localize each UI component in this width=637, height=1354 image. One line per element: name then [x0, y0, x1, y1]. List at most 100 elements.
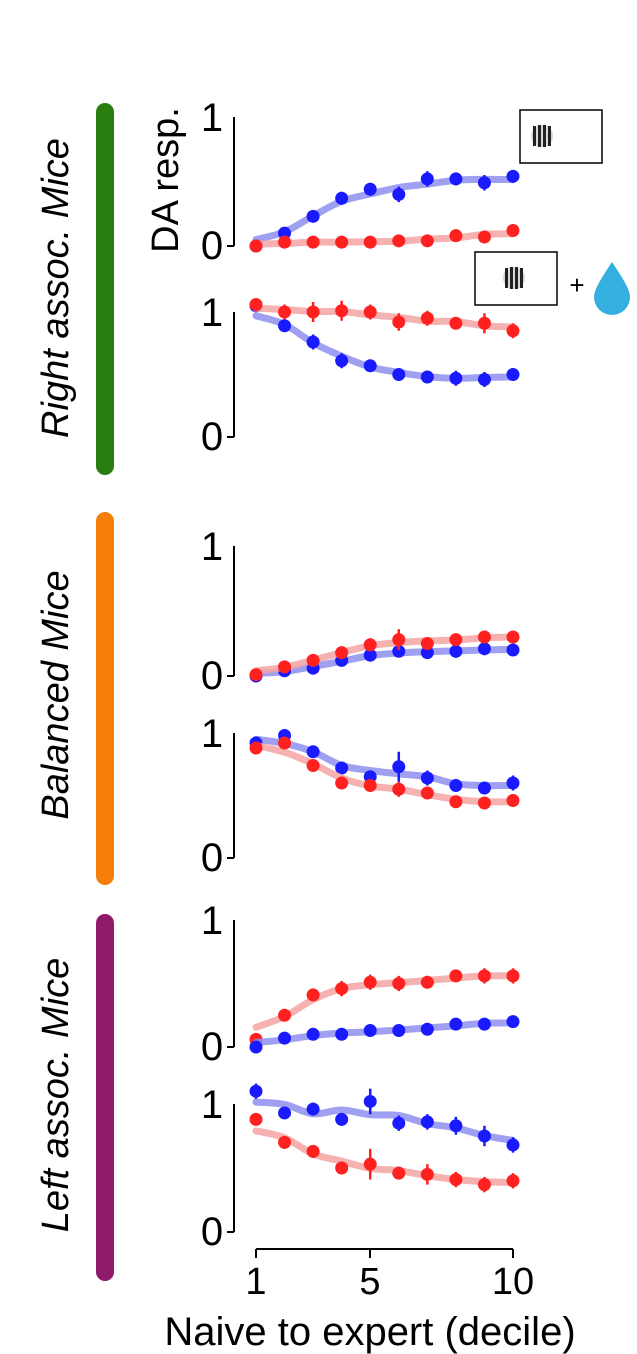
- data-point-red: [392, 315, 406, 329]
- data-point-red: [477, 796, 491, 810]
- fit-line-red: [252, 304, 517, 331]
- data-point-red: [278, 660, 292, 674]
- y-axis-label: DA resp.: [145, 107, 187, 253]
- data-point-blue: [363, 1094, 377, 1108]
- data-point-red: [506, 794, 520, 807]
- legend-grating-water: +: [474, 251, 630, 315]
- data-point-red: [392, 234, 406, 248]
- data-point-red: [335, 304, 349, 318]
- y-tick-label-0: 0: [201, 654, 223, 698]
- data-point-red: [278, 235, 292, 249]
- data-point-red: [392, 633, 406, 647]
- y-tick-label-1: 1: [201, 96, 223, 140]
- data-point-red: [363, 975, 377, 989]
- y-tick-label-0: 0: [201, 224, 223, 268]
- fit-line-red: [252, 230, 517, 248]
- x-tick-label-5: 5: [359, 1261, 380, 1303]
- data-point-red: [306, 988, 320, 1002]
- data-point-red: [392, 977, 406, 990]
- fit-line-red: [252, 972, 517, 1031]
- data-point-blue: [477, 1017, 491, 1031]
- data-point-red: [449, 795, 463, 809]
- data-point-red: [278, 1008, 292, 1022]
- data-point-red: [363, 638, 377, 652]
- data-point-red: [477, 969, 491, 983]
- fit-line-blue: [252, 645, 517, 677]
- data-point-red: [363, 1157, 377, 1171]
- data-point-red: [449, 229, 463, 243]
- data-point-red: [363, 235, 377, 249]
- data-point-red: [249, 741, 263, 755]
- y-tick-label-1: 1: [201, 899, 223, 943]
- data-point-red: [420, 234, 434, 248]
- data-point-blue: [392, 760, 406, 774]
- data-point-red: [335, 776, 349, 790]
- data-point-blue: [449, 371, 463, 385]
- data-point-blue: [420, 646, 434, 660]
- data-point-blue: [506, 368, 520, 381]
- data-point-blue: [477, 1129, 491, 1143]
- data-point-blue: [506, 169, 520, 183]
- data-point-blue: [420, 1022, 434, 1036]
- data-point-red: [449, 1173, 463, 1187]
- data-point-red: [449, 316, 463, 330]
- fit-line-red: [252, 1127, 517, 1187]
- data-point-red: [249, 1112, 263, 1126]
- data-point-blue: [477, 781, 491, 795]
- panel-2: 10: [201, 291, 520, 459]
- data-point-blue: [249, 1040, 263, 1054]
- panel-1: 10: [201, 96, 520, 268]
- fit-line-blue: [252, 1098, 517, 1144]
- data-point-red: [420, 786, 434, 800]
- data-point-blue: [335, 1027, 349, 1041]
- data-point-red: [335, 1161, 349, 1175]
- y-tick-label-1: 1: [201, 525, 223, 569]
- data-point-red: [363, 779, 377, 792]
- data-point-blue: [363, 648, 377, 662]
- y-tick-label-1: 1: [201, 1083, 223, 1127]
- data-point-red: [249, 239, 263, 253]
- data-point-blue: [392, 368, 406, 381]
- data-point-blue: [477, 642, 491, 656]
- data-point-red: [420, 975, 434, 989]
- data-point-blue: [420, 172, 434, 186]
- data-point-red: [278, 305, 292, 319]
- data-point-red: [306, 305, 320, 319]
- y-tick-label-1: 1: [201, 291, 223, 335]
- y-tick-label-0: 0: [201, 1025, 223, 1069]
- legend-plus: +: [569, 270, 584, 300]
- data-point-blue: [392, 644, 406, 658]
- fit-line-blue: [252, 312, 517, 382]
- data-point-blue: [506, 1015, 520, 1029]
- data-point-blue: [449, 1119, 463, 1133]
- data-point-red: [449, 969, 463, 983]
- data-point-blue: [278, 1106, 292, 1120]
- data-point-blue: [449, 779, 463, 792]
- y-tick-label-0: 0: [201, 1210, 223, 1254]
- grating-icon: [503, 267, 525, 289]
- data-point-blue: [477, 373, 491, 386]
- data-point-blue: [335, 354, 349, 368]
- fit-line-red: [252, 742, 517, 806]
- data-point-blue: [306, 1027, 320, 1041]
- data-point-red: [477, 316, 491, 330]
- y-tick-label-0: 0: [201, 415, 223, 459]
- data-point-blue: [306, 745, 320, 759]
- data-point-red: [335, 235, 349, 249]
- x-tick-label-10: 10: [492, 1261, 534, 1303]
- data-point-blue: [392, 1116, 406, 1130]
- y-tick-label-1: 1: [201, 712, 223, 756]
- data-point-blue: [335, 191, 349, 205]
- data-point-red: [506, 969, 520, 983]
- legend-grating-water-box: [474, 251, 558, 306]
- panel-3: 10: [201, 525, 520, 698]
- data-point-blue: [335, 761, 349, 775]
- data-point-red: [420, 311, 434, 325]
- data-point-blue: [306, 209, 320, 223]
- data-point-blue: [306, 335, 320, 349]
- fit-line-blue: [252, 175, 517, 244]
- data-point-red: [506, 630, 520, 644]
- data-point-blue: [449, 644, 463, 658]
- data-point-red: [306, 1144, 320, 1158]
- group-label-right: Right assoc. Mice: [35, 138, 77, 438]
